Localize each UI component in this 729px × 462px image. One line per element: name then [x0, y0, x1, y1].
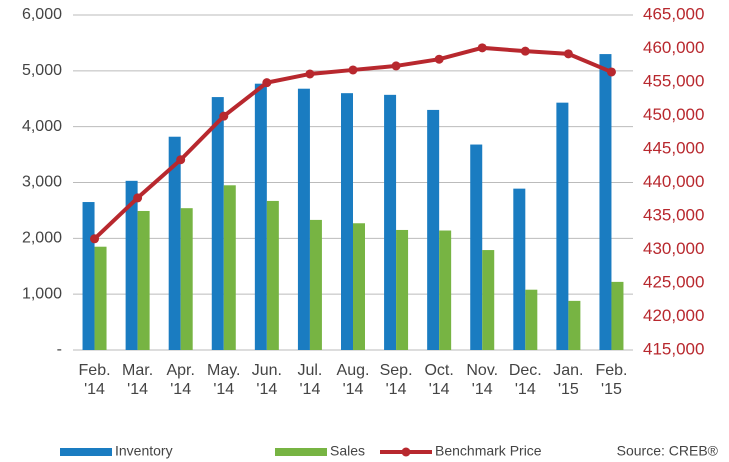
point	[520, 46, 530, 56]
y-tick-label: 2,000	[22, 230, 62, 247]
point	[391, 61, 401, 71]
y2-tick-label: 415,000	[643, 339, 704, 358]
x-tick-label: Jun. '14	[251, 362, 282, 398]
x-tick-label: May. '14	[207, 362, 241, 398]
y-tick-label: 5,000	[22, 62, 62, 79]
legend-swatch	[275, 448, 327, 456]
bar	[427, 109, 440, 351]
x-tick-label: Jan. '15	[553, 362, 584, 398]
x-tick-label: Dec. '14	[508, 362, 542, 398]
y2-tick-label: 420,000	[643, 306, 704, 325]
bar	[180, 208, 193, 350]
bar	[396, 229, 409, 350]
y2-tick-label: 425,000	[643, 272, 704, 291]
y2-tick-label: 445,000	[643, 138, 704, 157]
bar	[568, 300, 581, 350]
bar	[341, 93, 353, 351]
y2-tick-label: 465,000	[643, 4, 704, 23]
bar	[94, 246, 107, 350]
x-tick-label: Apr. '14	[166, 362, 195, 398]
y2-tick-label: 455,000	[643, 71, 704, 90]
bar	[168, 136, 181, 350]
point	[477, 43, 487, 53]
bar	[384, 94, 397, 350]
bar	[525, 289, 538, 350]
point	[563, 49, 573, 59]
y2-tick-label: 430,000	[643, 239, 704, 258]
point	[176, 155, 186, 165]
x-tick-label: Jul. '14	[297, 362, 323, 398]
bar	[297, 88, 310, 350]
bar	[482, 250, 495, 350]
point	[348, 65, 358, 75]
x-tick-label: Feb. '14	[78, 362, 111, 398]
legend-swatch	[60, 448, 112, 456]
bar	[254, 83, 267, 351]
bar	[611, 281, 624, 350]
bar	[125, 180, 138, 350]
legend-label: Sales	[330, 443, 365, 459]
y2-tick-label: 435,000	[643, 205, 704, 224]
x-tick-label: Mar. '14	[122, 362, 154, 398]
bar	[211, 97, 224, 350]
source: Source: CREB®	[617, 443, 719, 459]
point	[90, 234, 100, 244]
bar	[556, 102, 569, 351]
bar	[353, 223, 365, 350]
y2-tick-label: 460,000	[643, 38, 704, 57]
y-tick-label: 1,000	[22, 285, 62, 302]
bar	[137, 210, 150, 350]
legend-label: Inventory	[115, 443, 173, 459]
bar	[439, 230, 452, 350]
point	[262, 78, 272, 88]
point	[606, 67, 616, 77]
bar	[82, 202, 95, 350]
y-tick-label: -	[57, 341, 62, 358]
legend-label: Benchmark Price	[435, 443, 542, 459]
y-tick-label: 4,000	[22, 118, 62, 135]
bar	[599, 54, 612, 350]
point	[219, 111, 229, 121]
legend-swatch	[401, 447, 411, 457]
bar	[470, 144, 483, 350]
point	[434, 54, 444, 64]
x-tick-label: Feb. '15	[595, 362, 628, 398]
bar	[223, 185, 236, 350]
y-tick-label: 3,000	[22, 174, 62, 191]
bar	[513, 188, 526, 350]
x-tick-label: Oct. '14	[424, 362, 454, 398]
y-tick-label: 6,000	[22, 6, 62, 23]
bar	[309, 219, 322, 350]
x-tick-label: Sep. '14	[379, 362, 413, 398]
point	[305, 69, 315, 79]
x-tick-label: Nov. '14	[466, 362, 499, 398]
y2-tick-label: 450,000	[643, 105, 704, 124]
x-tick-label: Aug. '14	[336, 362, 370, 398]
point	[133, 193, 143, 203]
y2-tick-label: 440,000	[643, 172, 704, 191]
bar	[266, 200, 279, 350]
